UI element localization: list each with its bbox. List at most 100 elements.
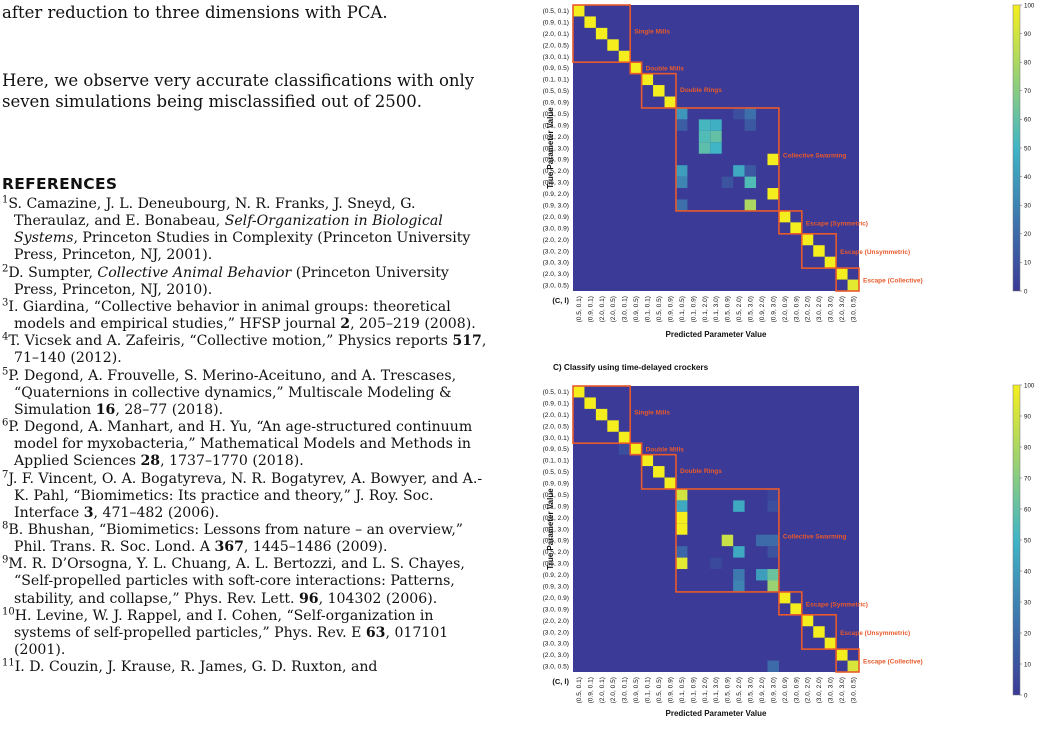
- y-tick-label: (3.0, 3.0): [543, 260, 569, 267]
- heatmap-cell: [698, 142, 711, 154]
- heatmap-cell: [744, 176, 757, 189]
- reference-item: 8B. Bhushan, “Biomimetics: Lessons from …: [2, 520, 490, 556]
- heatmap-cell: [847, 660, 859, 672]
- heatmap-cell: [675, 107, 688, 120]
- heatmap-cell: [733, 500, 745, 512]
- colorbar-tick-label: 0: [1024, 288, 1028, 295]
- reference-item: 4T. Vicsek and A. Zafeiris, “Collective …: [2, 332, 490, 367]
- x-tick-label: (0.1, 0.1): [645, 677, 652, 703]
- heatmap-cell: [778, 210, 791, 223]
- reference-text: T. Vicsek and A. Zafeiris, “Collective m…: [8, 333, 453, 350]
- y-tick-label: (0.5, 0.5): [543, 88, 569, 95]
- reference-text: J. F. Vincent, O. A. Bogatyreva, N. R. B…: [8, 470, 483, 521]
- x-axis-title: Predicted Parameter Value: [666, 330, 767, 339]
- heatmap-cell: [630, 62, 642, 74]
- class-group-label: Collective Swarming: [783, 152, 847, 159]
- y-tick-label: (0.1, 0.1): [543, 458, 569, 465]
- heatmap-cell: [675, 546, 688, 558]
- reference-number: 6: [2, 417, 9, 429]
- reference-text: I. D. Couzin, J. Krause, R. James, G. D.…: [14, 659, 378, 676]
- class-group-box: [572, 385, 632, 445]
- y-tick-label: (0.9, 3.0): [543, 584, 569, 591]
- x-tick-label: (0.9, 0.5): [633, 677, 640, 703]
- colorbar: [1012, 4, 1021, 292]
- x-tick-label: (0.5, 0.5): [656, 296, 663, 322]
- y-tick-label: (0.9, 0.5): [543, 65, 569, 72]
- y-tick-label: (0.5, 0.1): [543, 8, 569, 15]
- reference-item: 2D. Sumpter, Collective Animal Behavior …: [2, 262, 490, 299]
- heatmap-cell: [801, 233, 814, 246]
- x-tick-label: (2.0, 3.0): [839, 296, 846, 322]
- heatmap-cell: [836, 268, 848, 280]
- reference-number: 8: [2, 520, 9, 532]
- x-tick-label: (2.0, 0.5): [610, 296, 617, 322]
- reference-text: 63: [365, 624, 386, 641]
- reference-text: B. Bhushan, “Biomimetics: Lessons from n…: [8, 521, 464, 556]
- x-axis-title: Predicted Parameter Value: [666, 709, 767, 718]
- y-tick-label: (0.9, 2.0): [543, 191, 569, 198]
- y-tick-label: (0.9, 0.1): [543, 401, 569, 408]
- class-group-label: Escape (Unsymmetric): [840, 630, 910, 637]
- x-tick-label: (2.0, 0.1): [599, 677, 606, 703]
- references-heading: REFERENCES: [2, 175, 118, 193]
- y-tick-label: (0.9, 0.1): [543, 20, 569, 27]
- heatmap-cell: [698, 130, 711, 143]
- class-group-label: Escape (Collective): [863, 278, 923, 285]
- x-tick-label: (0.9, 0.9): [667, 677, 674, 703]
- x-tick-label: (0.1, 0.1): [645, 296, 652, 322]
- x-tick-label: (2.0, 0.5): [610, 677, 617, 703]
- colorbar-tick-label: 10: [1024, 260, 1031, 267]
- x-tick-label: (3.0, 0.1): [622, 296, 629, 322]
- colorbar-tick-label: 100: [1024, 2, 1035, 9]
- x-tick-label: (0.9, 0.5): [633, 296, 640, 322]
- heatmap-cell: [664, 477, 676, 489]
- y-tick-label: (0.9, 2.0): [543, 572, 569, 579]
- colorbar-tick-label: 90: [1024, 31, 1031, 38]
- y-tick-label: (2.0, 0.5): [543, 423, 569, 430]
- class-group-label: Double Rings: [680, 468, 722, 475]
- heatmap-cell: [607, 420, 619, 432]
- colorbar-tick-label: 30: [1024, 599, 1031, 606]
- x-tick-label: (2.0, 0.9): [782, 296, 789, 322]
- reference-item: 5P. Degond, A. Frouvelle, S. Merino-Acei…: [2, 366, 490, 419]
- class-group-label: Escape (Unsymmetric): [840, 249, 910, 256]
- y-tick-label: (2.0, 0.1): [543, 31, 569, 38]
- x-tick-label: (0.9, 0.9): [667, 296, 674, 322]
- heatmap-cell: [836, 649, 848, 661]
- colorbar-tick-label: 70: [1024, 88, 1031, 95]
- heatmap-cell: [573, 5, 585, 17]
- heatmap-cell: [675, 557, 688, 570]
- heatmap-cell: [824, 256, 837, 269]
- class-group-box: [629, 442, 643, 456]
- heatmap-cell: [698, 119, 711, 131]
- reference-item: 11I. D. Couzin, J. Krause, R. James, G. …: [2, 657, 490, 676]
- heatmap-cell: [767, 660, 779, 672]
- class-group-box: [675, 488, 780, 593]
- reference-text: , 017101 (2001).: [14, 624, 449, 659]
- heatmap-cell: [813, 245, 825, 257]
- confusion-matrix-panel-1: Single Mills Double Mills Double Rings Coll…: [543, 2, 1035, 339]
- heatmap-cell: [790, 603, 802, 615]
- colorbar-tick-label: 0: [1024, 692, 1028, 699]
- reference-number: 11: [2, 657, 15, 669]
- class-group-label: Collective Swarming: [783, 533, 847, 540]
- class-group-label: Escape (Symmetric): [806, 220, 868, 227]
- class-group-label: Single Mills: [634, 29, 670, 36]
- y-tick-label: (0.1, 0.9): [543, 503, 569, 510]
- heatmap-cell: [767, 546, 779, 558]
- reference-number: 2: [2, 262, 9, 274]
- reference-item: 1S. Camazine, J. L. Deneubourg, N. R. Fr…: [2, 195, 490, 265]
- y-tick-label: (2.0, 0.9): [543, 595, 569, 602]
- class-group-label: Double Rings: [680, 87, 722, 94]
- heatmap-cell: [801, 614, 814, 627]
- reference-item: 9M. R. D’Orsogna, Y. L. Chuang, A. L. Be…: [2, 555, 490, 607]
- reference-text: , 28–77 (2018).: [115, 401, 224, 418]
- reference-text: 3: [83, 504, 94, 521]
- x-tick-label: (0.5, 0.1): [576, 677, 583, 703]
- reference-number: 3: [2, 297, 9, 309]
- axis-corner-label: (C, l): [552, 677, 569, 686]
- class-group-box: [675, 107, 780, 212]
- x-tick-label: (3.0, 2.0): [816, 296, 823, 322]
- x-tick-label: (3.0, 0.5): [851, 677, 858, 703]
- x-tick-label: (0.5, 0.5): [656, 677, 663, 703]
